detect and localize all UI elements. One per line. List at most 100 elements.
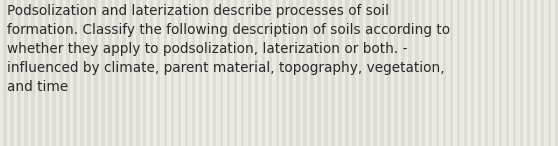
Bar xyxy=(80,0,84,146)
Bar xyxy=(122,0,126,146)
Bar xyxy=(397,0,401,146)
Bar xyxy=(223,0,227,146)
Text: Podsolization and laterization describe processes of soil
formation. Classify th: Podsolization and laterization describe … xyxy=(7,4,450,94)
Bar xyxy=(394,0,398,146)
Bar xyxy=(485,0,488,146)
Bar xyxy=(7,0,11,146)
Bar xyxy=(537,0,541,146)
Bar xyxy=(171,0,174,146)
Bar xyxy=(181,0,185,146)
Bar xyxy=(286,0,290,146)
Bar xyxy=(28,0,31,146)
Bar xyxy=(195,0,199,146)
Bar xyxy=(66,0,70,146)
Bar xyxy=(366,0,369,146)
Bar xyxy=(98,0,101,146)
Bar xyxy=(460,0,464,146)
Bar xyxy=(108,0,112,146)
Bar xyxy=(547,0,551,146)
Bar xyxy=(189,0,192,146)
Bar xyxy=(496,0,499,146)
Bar xyxy=(436,0,440,146)
Bar xyxy=(384,0,387,146)
Bar xyxy=(31,0,35,146)
Bar xyxy=(161,0,164,146)
Bar xyxy=(345,0,349,146)
Bar xyxy=(206,0,209,146)
Bar xyxy=(440,0,443,146)
Bar xyxy=(254,0,258,146)
Bar xyxy=(387,0,391,146)
Bar xyxy=(446,0,450,146)
Bar xyxy=(227,0,230,146)
Bar xyxy=(153,0,157,146)
Bar xyxy=(527,0,530,146)
Bar xyxy=(258,0,262,146)
Bar xyxy=(202,0,206,146)
Bar xyxy=(352,0,356,146)
Bar xyxy=(324,0,328,146)
Bar xyxy=(314,0,318,146)
Bar xyxy=(136,0,140,146)
Bar xyxy=(244,0,248,146)
Bar xyxy=(101,0,105,146)
Bar xyxy=(408,0,411,146)
Bar xyxy=(533,0,537,146)
Bar xyxy=(240,0,244,146)
Bar xyxy=(199,0,202,146)
Bar xyxy=(307,0,310,146)
Bar xyxy=(115,0,118,146)
Bar xyxy=(39,0,42,146)
Bar xyxy=(185,0,188,146)
Bar xyxy=(425,0,429,146)
Bar xyxy=(84,0,87,146)
Bar xyxy=(450,0,453,146)
Bar xyxy=(418,0,422,146)
Bar xyxy=(499,0,502,146)
Bar xyxy=(279,0,282,146)
Bar xyxy=(87,0,90,146)
Bar xyxy=(133,0,136,146)
Bar xyxy=(422,0,426,146)
Bar xyxy=(70,0,73,146)
Bar xyxy=(118,0,122,146)
Bar xyxy=(356,0,359,146)
Bar xyxy=(349,0,352,146)
Bar xyxy=(523,0,527,146)
Bar xyxy=(513,0,516,146)
Bar xyxy=(112,0,115,146)
Bar xyxy=(300,0,304,146)
Bar xyxy=(73,0,76,146)
Bar xyxy=(21,0,25,146)
Bar xyxy=(551,0,555,146)
Bar xyxy=(3,0,7,146)
Bar xyxy=(262,0,265,146)
Bar xyxy=(157,0,161,146)
Bar xyxy=(391,0,394,146)
Bar xyxy=(519,0,523,146)
Bar xyxy=(167,0,171,146)
Bar xyxy=(432,0,436,146)
Bar xyxy=(380,0,384,146)
Bar xyxy=(401,0,405,146)
Bar xyxy=(230,0,234,146)
Bar xyxy=(248,0,251,146)
Bar xyxy=(11,0,14,146)
Bar xyxy=(328,0,331,146)
Bar xyxy=(150,0,153,146)
Bar xyxy=(544,0,547,146)
Bar xyxy=(318,0,321,146)
Bar xyxy=(282,0,286,146)
Bar xyxy=(363,0,366,146)
Bar xyxy=(415,0,418,146)
Bar xyxy=(45,0,49,146)
Bar xyxy=(310,0,314,146)
Bar xyxy=(359,0,363,146)
Bar xyxy=(290,0,293,146)
Bar xyxy=(478,0,481,146)
Bar xyxy=(331,0,335,146)
Bar xyxy=(453,0,457,146)
Bar xyxy=(492,0,496,146)
Bar xyxy=(321,0,324,146)
Bar xyxy=(59,0,63,146)
